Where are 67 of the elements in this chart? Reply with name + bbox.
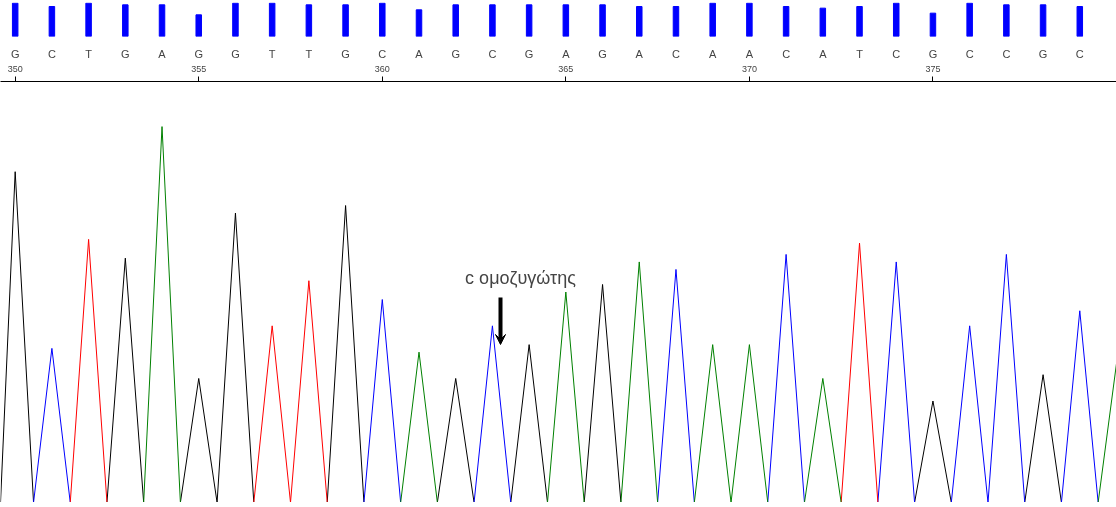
x-tick-label: G — [231, 47, 240, 60]
bar — [415, 9, 423, 37]
bar — [1039, 4, 1047, 37]
x-tick-label: A — [562, 47, 571, 60]
x-tick-label: 355 — [191, 63, 207, 74]
bar — [525, 4, 533, 37]
bar — [195, 14, 202, 37]
x-tick-label: G — [451, 47, 460, 60]
bar — [11, 2, 19, 37]
x-tick-label: 350 — [7, 63, 23, 74]
x-tick-label: G — [10, 47, 20, 60]
x-tick-label: 375 — [925, 63, 941, 74]
x-tick-label: A — [745, 47, 754, 60]
x-tick-label: G — [121, 47, 130, 60]
bar — [342, 4, 349, 37]
bar — [782, 6, 790, 37]
bar — [85, 2, 92, 37]
bar — [232, 2, 239, 37]
x-tick-label: C — [672, 47, 680, 60]
bar — [48, 6, 56, 37]
x-tick-label: C — [1075, 47, 1084, 60]
x-tick-label: 365 — [558, 63, 574, 74]
bar — [268, 2, 276, 37]
bar — [746, 2, 753, 37]
x-tick-label: G — [928, 47, 938, 60]
x-tick-label: A — [635, 47, 644, 60]
x-tick-label: 370 — [741, 63, 757, 74]
bar — [672, 6, 680, 37]
x-tick-label: C — [47, 47, 56, 60]
x-tick-label: T — [305, 47, 313, 60]
bar — [709, 2, 716, 37]
bar — [1076, 6, 1084, 37]
x-tick-label: A — [415, 47, 424, 60]
bar — [452, 4, 459, 37]
bar — [636, 6, 643, 37]
bar — [489, 4, 496, 37]
bar — [305, 4, 313, 37]
x-tick-label: C — [965, 47, 974, 60]
bar — [158, 4, 166, 37]
bar — [892, 2, 900, 37]
x-tick-label: T — [268, 47, 276, 60]
x-tick-label: G — [341, 47, 350, 60]
x-tick-label: C — [782, 47, 791, 60]
bar — [599, 4, 606, 37]
bar — [122, 4, 129, 37]
x-tick-label: G — [598, 47, 607, 60]
bar — [856, 6, 863, 37]
x-tick-label: G — [1038, 47, 1048, 60]
bar — [966, 2, 973, 37]
x-tick-label: T — [856, 47, 864, 60]
x-tick-label: A — [819, 47, 828, 60]
bar — [1003, 4, 1010, 37]
x-tick-label: C — [1002, 47, 1011, 60]
bar — [929, 12, 937, 37]
x-tick-label: G — [194, 47, 204, 60]
x-tick-label: C — [378, 47, 387, 60]
bar — [379, 2, 386, 37]
bar — [819, 7, 827, 37]
x-tick-label: C — [892, 47, 901, 60]
bar — [562, 4, 570, 37]
x-tick-label: C — [488, 47, 497, 60]
x-tick-label: A — [158, 47, 167, 60]
x-tick-label: 360 — [374, 63, 390, 74]
annotation: c ομοζυγώτης — [465, 267, 577, 288]
x-tick-label: A — [709, 47, 718, 60]
x-tick-label: T — [85, 47, 93, 60]
x-tick-label: G — [524, 47, 534, 60]
